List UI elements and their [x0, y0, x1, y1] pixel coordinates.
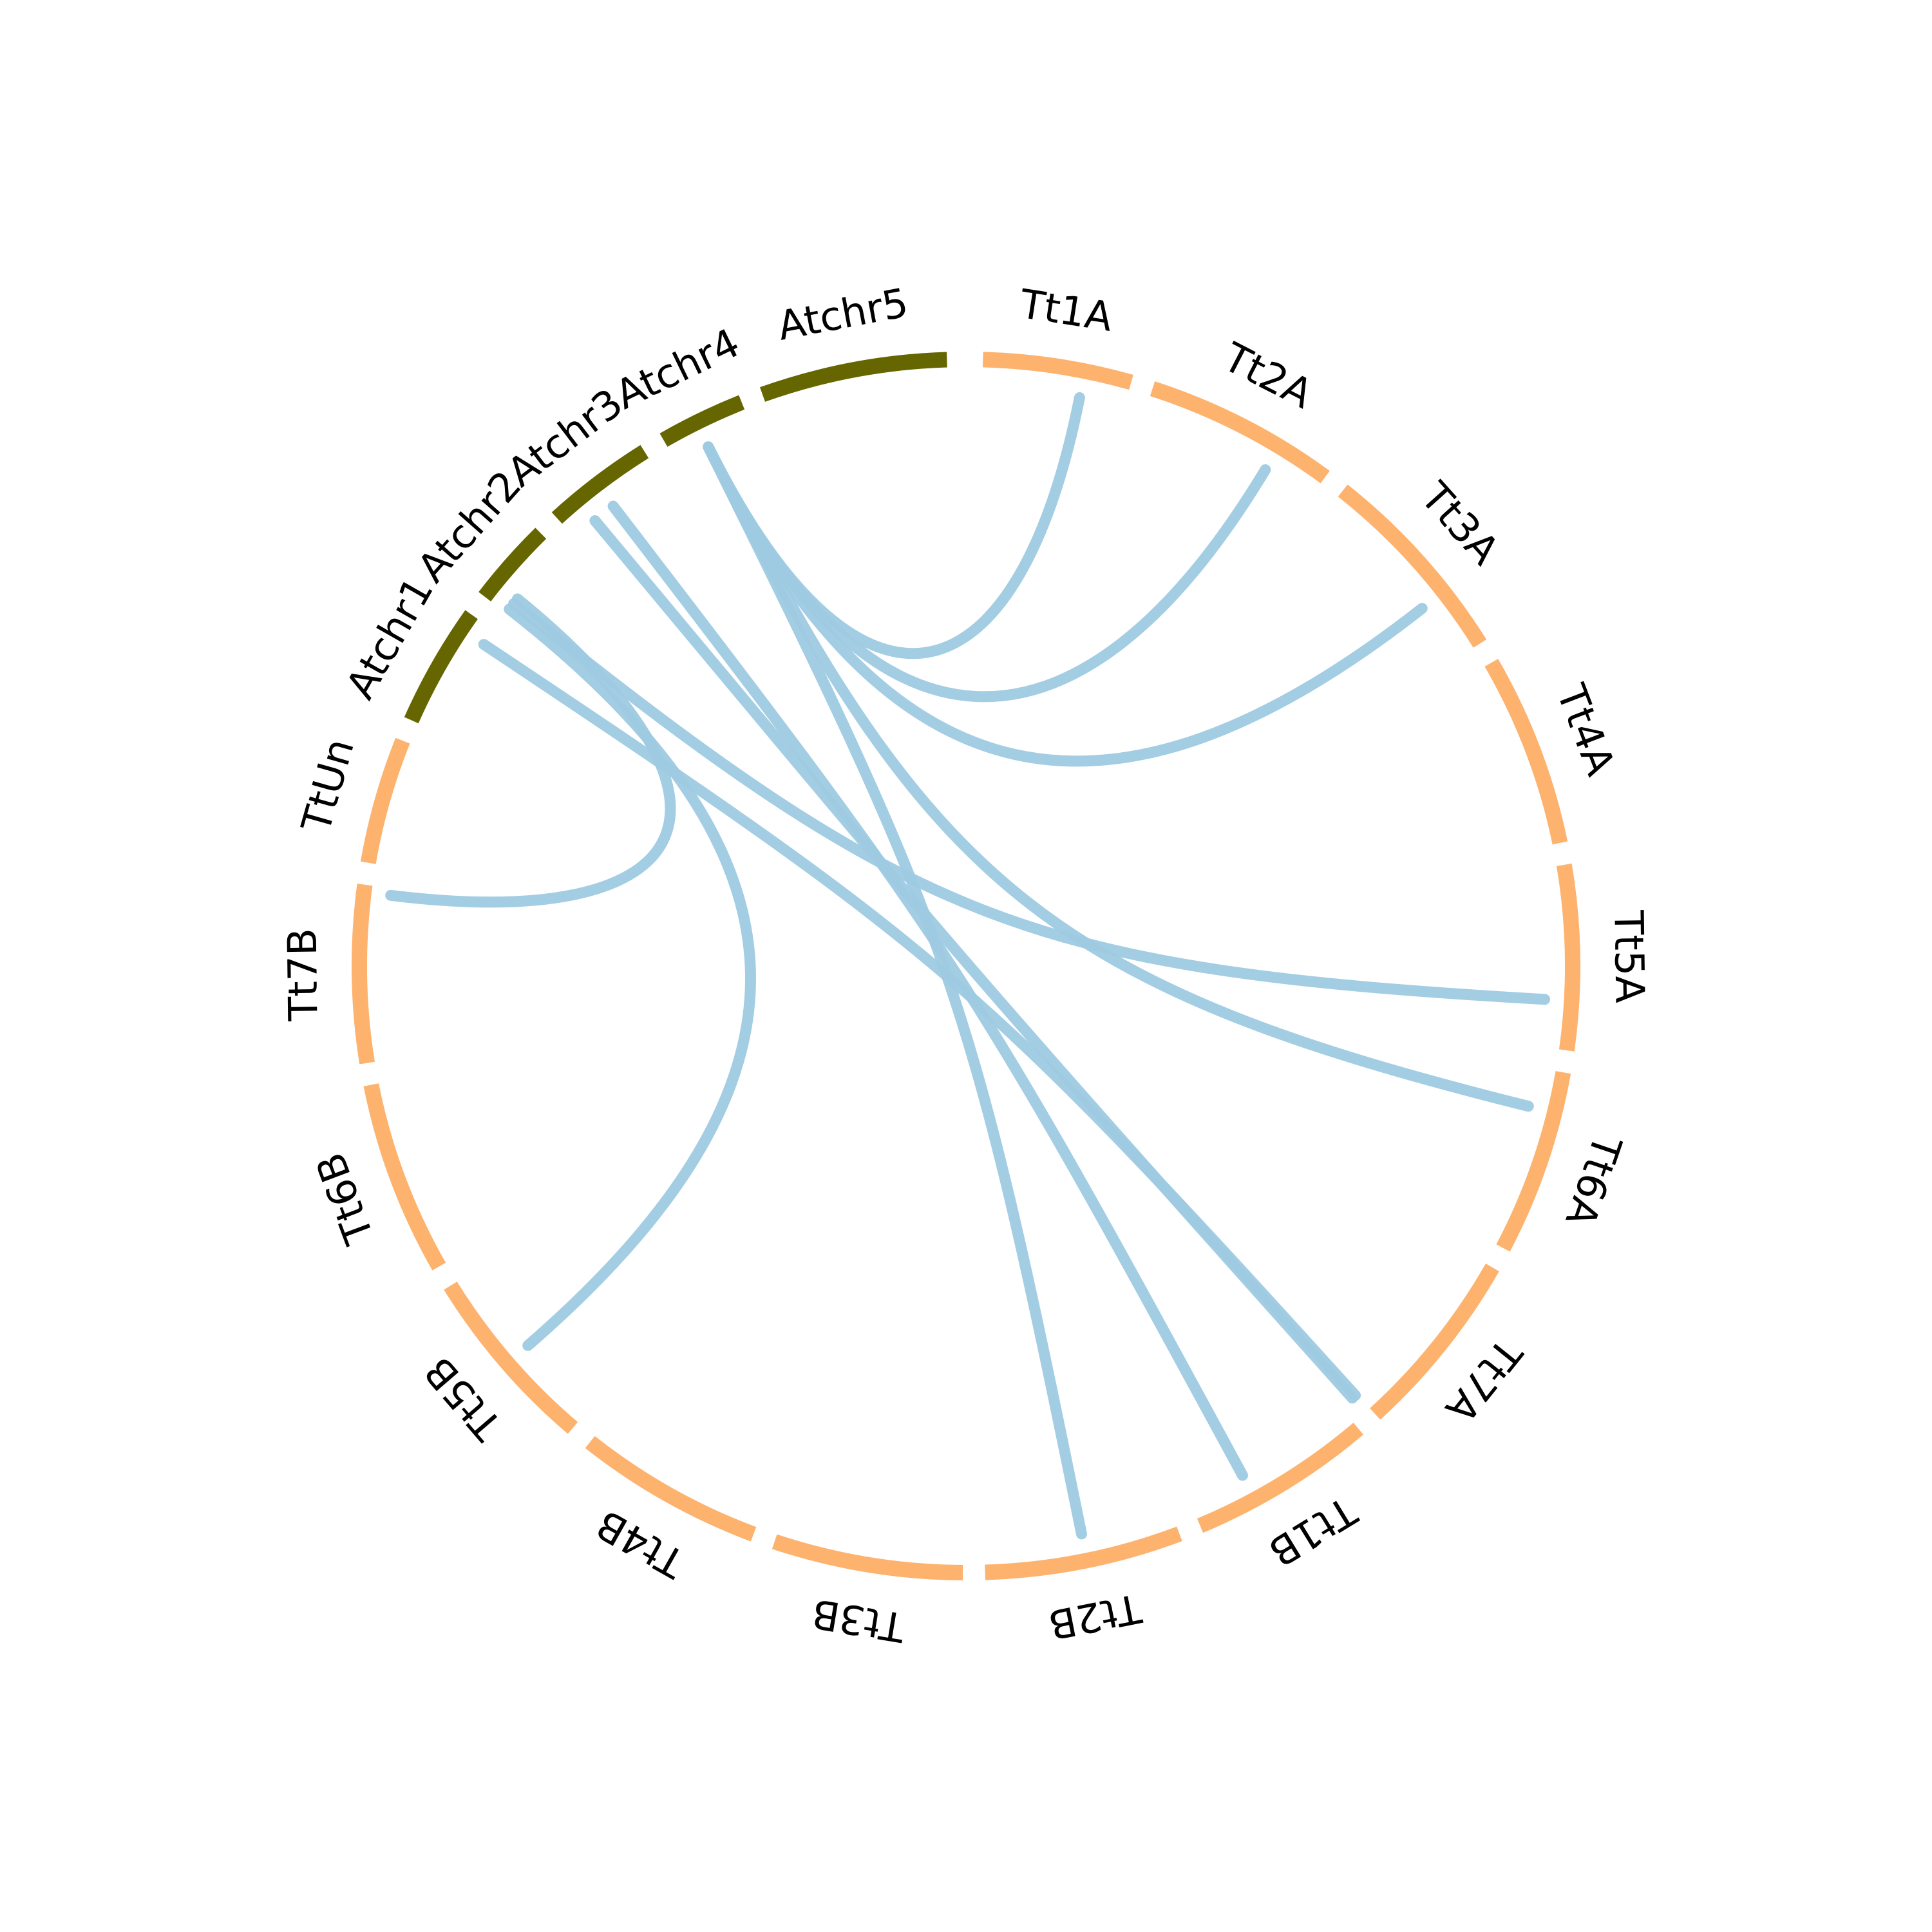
segment-label-tt2b: Tt2B: [1045, 1584, 1146, 1649]
segment-label-tt5b: Tt5B: [415, 1348, 511, 1450]
segment-tt1b: [1197, 1423, 1364, 1533]
segment-tt6b: [363, 1083, 446, 1271]
segment-tt2b: [985, 1526, 1182, 1580]
link-atchr1-tt7a: [478, 639, 1361, 1401]
segment-label-tt6b: Tt6B: [307, 1146, 383, 1251]
segment-tt5b: [444, 1282, 578, 1434]
link-atchr3-tt1b: [607, 500, 1248, 1481]
segment-label-tt1b: Tt1B: [1261, 1487, 1365, 1576]
segment-atchr2: [478, 527, 547, 601]
segment-tt5a: [1556, 863, 1580, 1052]
segment-label-tt7b: Tt7B: [279, 928, 327, 1022]
segment-label-tt1a: Tt1A: [1016, 280, 1115, 341]
segment-tt4a: [1484, 659, 1568, 845]
link-atchr1-tt7b: [385, 593, 676, 908]
segment-ttun: [360, 737, 410, 864]
segments-layer: [352, 352, 1580, 1580]
link-atchr1-tt5a: [508, 598, 1551, 1005]
links-layer: [385, 392, 1551, 1540]
segment-tt3a: [1338, 484, 1487, 648]
segment-label-tt2a: Tt2A: [1216, 333, 1320, 417]
segment-tt3b: [772, 1534, 963, 1580]
segment-label-tt3b: Tt3B: [809, 1590, 909, 1652]
segment-label-tt4a: Tt4A: [1547, 677, 1624, 782]
segment-tt6a: [1496, 1071, 1571, 1252]
link-atchr1-tt5b: [504, 603, 756, 1351]
segment-tt1a: [982, 352, 1133, 390]
segment-atchr5: [759, 352, 947, 402]
segment-label-tt7a: Tt7A: [1436, 1329, 1531, 1432]
segment-label-tt4b: Tt4B: [589, 1501, 693, 1587]
segment-atchr1: [404, 610, 478, 724]
segment-label-ttun: TtUn: [292, 734, 364, 838]
segment-tt7b: [352, 884, 375, 1065]
segment-label-tt5a: Tt5A: [1605, 909, 1653, 1003]
link-atchr4-tt3a: [703, 441, 1428, 767]
link-atchr4-tt2b: [703, 441, 1087, 1540]
link-atchr4-tt6a: [703, 441, 1534, 1112]
segment-tt2a: [1150, 381, 1330, 484]
segment-atchr4: [659, 395, 745, 447]
segment-tt4b: [585, 1435, 757, 1542]
segment-label-tt6a: Tt6A: [1557, 1129, 1631, 1233]
segment-atchr3: [551, 444, 649, 524]
link-atchr4-tt1a: [703, 392, 1085, 659]
segment-tt7a: [1370, 1264, 1499, 1420]
segment-label-atchr5: Atchr5: [774, 279, 912, 350]
